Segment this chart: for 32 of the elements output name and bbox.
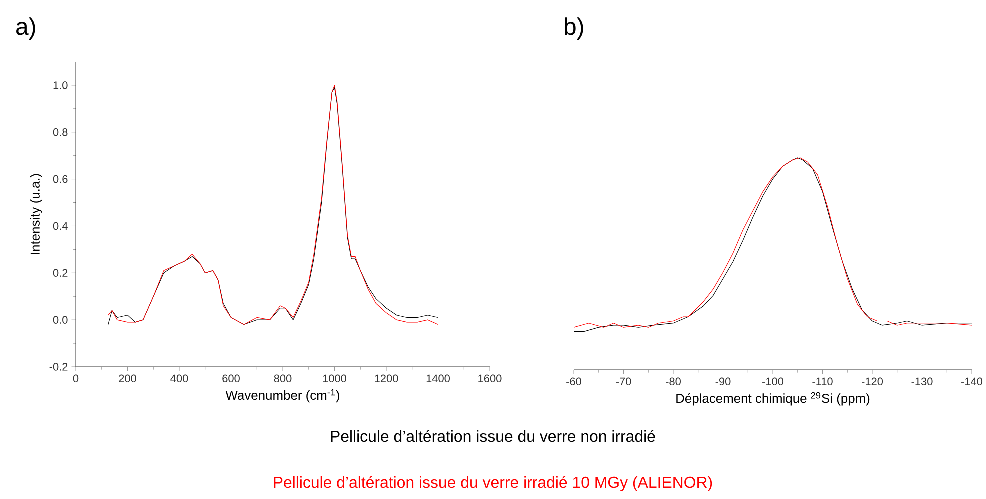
chart-title: a) (16, 18, 36, 40)
x-tick-label: 1000 (323, 374, 346, 383)
x-tick-label: 1400 (426, 374, 450, 383)
x-axis-title: Déplacement chimique $^{29}$Si (ppm) (676, 392, 870, 406)
x-tick-label: -120 (862, 378, 884, 386)
x-tick-label: 0 (73, 374, 79, 383)
y-tick-label: 0.0 (53, 316, 68, 324)
y-tick-label: 1.0 (54, 82, 68, 90)
text: Pellicule d’altération issue du verre irradié 10 MGy (ALIENOR) (274, 476, 712, 492)
x-tick-label: 200 (119, 374, 136, 383)
x-tick-label: -70 (616, 378, 632, 386)
y-tick-label: 0.4 (53, 222, 68, 230)
y-tick-label: 0.8 (53, 128, 68, 136)
x-tick-label: 1600 (478, 374, 502, 383)
y-tick-label: -0.2 (50, 363, 68, 371)
y-tick-label: 0.6 (53, 175, 68, 184)
x-tick-label: 600 (222, 374, 240, 383)
x-tick-label: -140 (962, 378, 983, 386)
x-tick-label: -60 (566, 378, 582, 386)
x-tick-label: -90 (716, 378, 731, 386)
x-tick-label: -130 (912, 378, 933, 386)
x-tick-label: 800 (274, 374, 292, 383)
x-tick-label: -110 (812, 378, 833, 386)
x-tick-label: -80 (666, 378, 681, 386)
y-tick-label: 0.2 (53, 269, 68, 278)
x-tick-label: 400 (170, 374, 188, 383)
x-tick-label: 1200 (375, 374, 398, 383)
y-axis-title: Intensity (u.a.) (30, 174, 43, 254)
x-tick-label: -100 (762, 378, 784, 386)
chart-title: b) (565, 18, 584, 40)
text: Pellicule d’altération issue du verre non irradié (331, 430, 656, 442)
x-axis-title: Wavenumber (cm$^{-1}$) (226, 389, 340, 403)
